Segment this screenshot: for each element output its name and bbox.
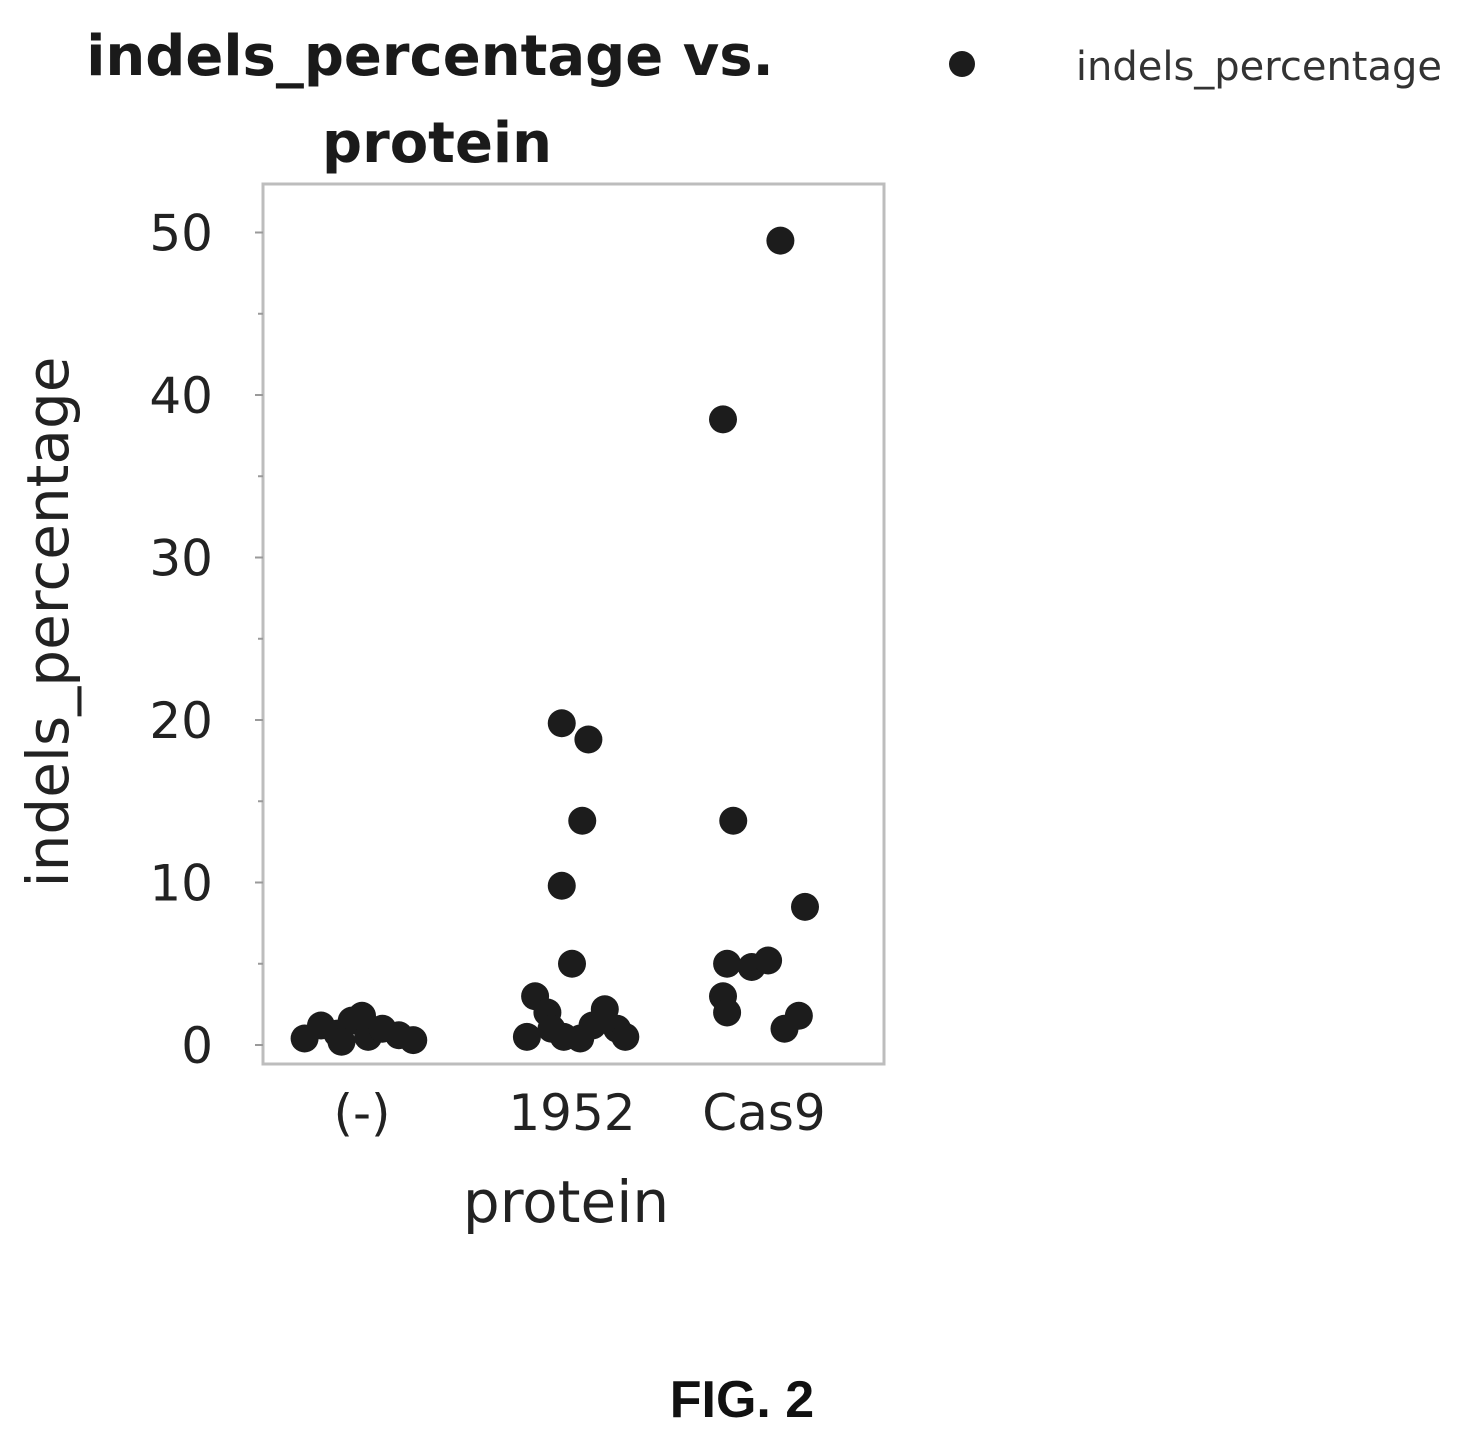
chart-title-line-2: protein — [322, 111, 552, 176]
chart-title-line-1: indels_percentage vs. — [86, 24, 774, 89]
y-tick-label: 50 — [149, 205, 213, 263]
legend-marker — [949, 51, 975, 77]
y-tick-label: 20 — [149, 692, 213, 750]
y-axis: 0 10 20 30 40 50 — [149, 205, 263, 1075]
figure-caption: FIG. 2 — [669, 1371, 815, 1429]
data-point — [713, 998, 742, 1027]
data-point — [611, 1022, 640, 1051]
data-point — [547, 871, 576, 900]
data-point — [574, 725, 603, 754]
y-axis-label: indels_percentage — [14, 357, 82, 888]
plot-frame — [261, 182, 886, 1066]
data-point — [754, 946, 783, 975]
legend: indels_percentage — [949, 44, 1442, 90]
data-point — [713, 949, 742, 978]
data-point — [568, 806, 597, 835]
x-tick-label: (-) — [333, 1084, 390, 1142]
x-axis-label: protein — [463, 1168, 669, 1236]
data-point — [709, 405, 737, 434]
data-points — [290, 226, 819, 1056]
data-point — [719, 806, 748, 835]
data-point — [558, 949, 586, 978]
y-tick-label: 0 — [181, 1017, 213, 1075]
x-tick-label: 1952 — [508, 1084, 635, 1142]
data-point — [766, 226, 795, 255]
data-point — [784, 1001, 813, 1030]
chart: indels_percentage vs. protein indels_per… — [14, 24, 1442, 1236]
x-axis: (-) 1952 Cas9 — [333, 1084, 825, 1142]
data-point — [399, 1026, 428, 1055]
data-point — [327, 1027, 356, 1056]
y-tick-label: 10 — [149, 855, 213, 913]
data-point — [547, 709, 576, 738]
legend-label: indels_percentage — [1076, 44, 1442, 90]
y-tick-label: 30 — [149, 530, 213, 588]
data-point — [348, 1001, 376, 1030]
data-point — [512, 1022, 541, 1051]
y-tick-label: 40 — [149, 367, 213, 425]
data-point — [791, 892, 819, 921]
x-tick-label: Cas9 — [702, 1084, 825, 1142]
